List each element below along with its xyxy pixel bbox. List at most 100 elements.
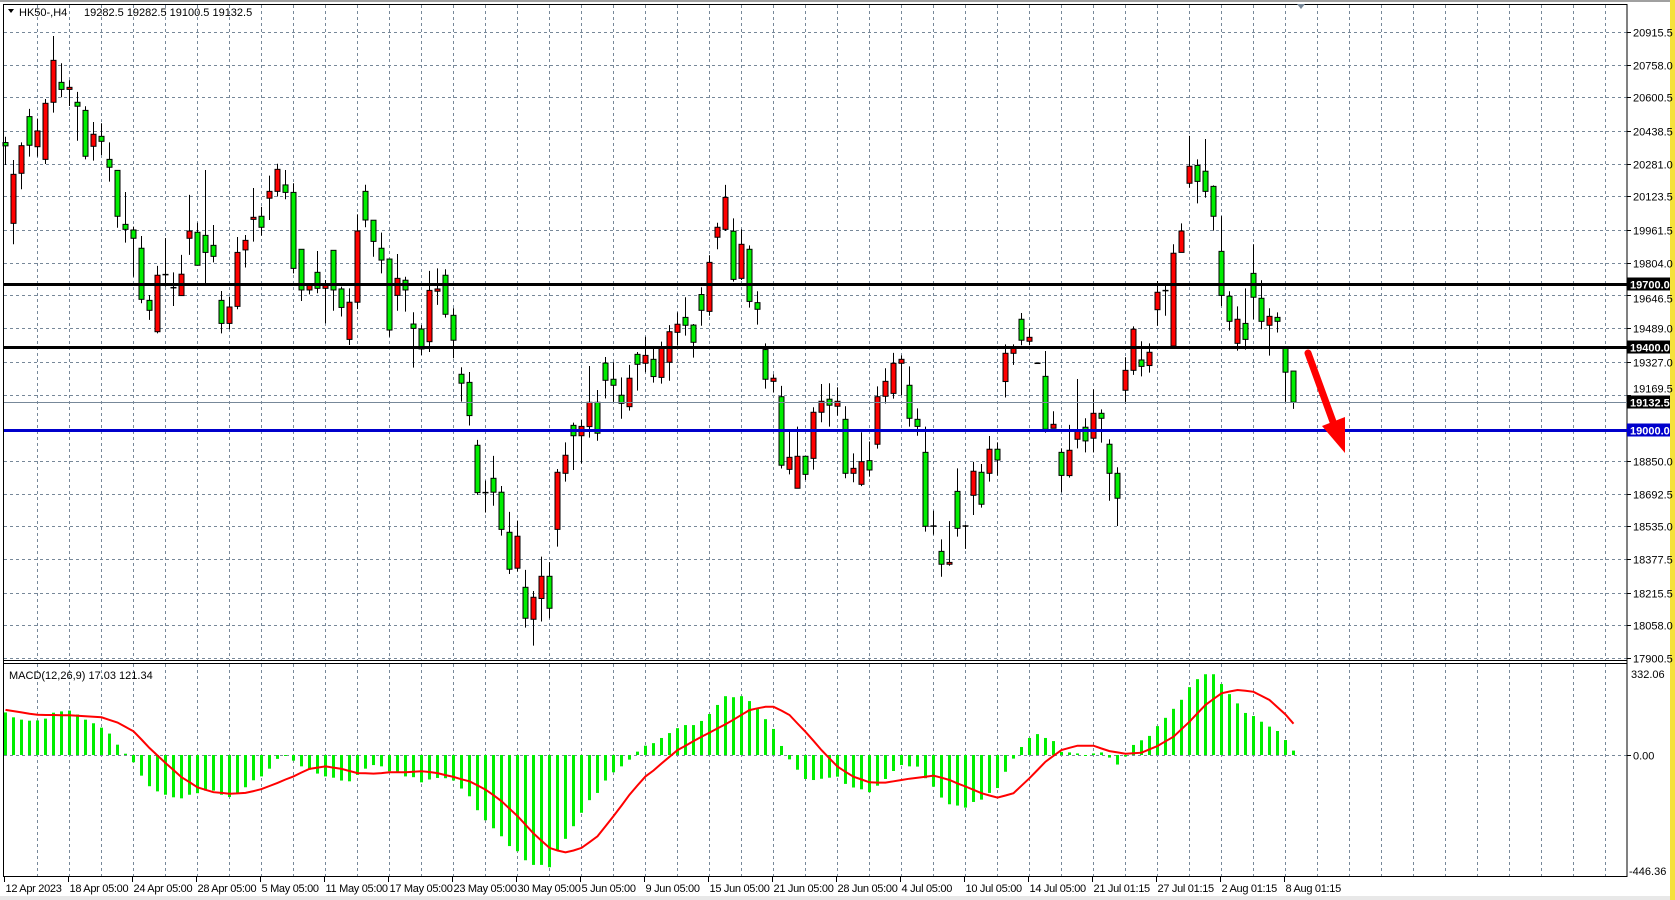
candle[interactable] bbox=[322, 280, 329, 324]
candle[interactable] bbox=[458, 367, 465, 402]
candle[interactable] bbox=[1290, 370, 1297, 409]
candle[interactable] bbox=[482, 480, 489, 513]
candle[interactable] bbox=[370, 219, 377, 257]
candle[interactable] bbox=[130, 226, 137, 277]
candle[interactable] bbox=[106, 142, 113, 182]
candle[interactable] bbox=[218, 291, 225, 334]
candle[interactable] bbox=[602, 357, 609, 399]
candle[interactable] bbox=[386, 258, 393, 337]
candle[interactable] bbox=[170, 272, 177, 306]
candle[interactable] bbox=[978, 463, 985, 508]
candle[interactable] bbox=[434, 268, 441, 305]
candle[interactable] bbox=[154, 265, 161, 334]
candle[interactable] bbox=[266, 175, 273, 221]
candle[interactable] bbox=[986, 435, 993, 482]
candle[interactable] bbox=[42, 98, 49, 164]
candle[interactable] bbox=[250, 188, 257, 242]
trend-arrow[interactable] bbox=[1304, 349, 1345, 453]
candle[interactable] bbox=[522, 569, 529, 628]
candle[interactable] bbox=[282, 169, 289, 200]
candle[interactable] bbox=[1282, 346, 1289, 402]
candle[interactable] bbox=[690, 324, 697, 358]
candle[interactable] bbox=[18, 142, 25, 190]
chart-shift-marker[interactable] bbox=[1297, 4, 1305, 9]
candle[interactable] bbox=[490, 455, 497, 506]
candle[interactable] bbox=[666, 325, 673, 381]
candle[interactable] bbox=[730, 218, 737, 282]
candle[interactable] bbox=[794, 426, 801, 489]
candle[interactable] bbox=[1154, 281, 1161, 326]
candle[interactable] bbox=[906, 366, 913, 427]
candle[interactable] bbox=[50, 36, 57, 113]
candle[interactable] bbox=[1218, 216, 1225, 306]
candle[interactable] bbox=[1090, 389, 1097, 453]
candle[interactable] bbox=[1186, 135, 1193, 188]
candle[interactable] bbox=[714, 222, 721, 250]
candle[interactable] bbox=[674, 312, 681, 346]
candle[interactable] bbox=[1210, 185, 1217, 231]
candle[interactable] bbox=[698, 287, 705, 326]
candle[interactable] bbox=[850, 453, 857, 483]
candle[interactable] bbox=[1074, 379, 1081, 449]
macd-pane[interactable] bbox=[4, 674, 1295, 868]
candle[interactable] bbox=[10, 160, 17, 245]
candle[interactable] bbox=[642, 336, 649, 373]
candle[interactable] bbox=[114, 169, 121, 228]
candle[interactable] bbox=[1082, 418, 1089, 453]
candle[interactable] bbox=[34, 118, 41, 157]
candle[interactable] bbox=[1058, 448, 1065, 493]
candle[interactable] bbox=[90, 122, 97, 161]
candle[interactable] bbox=[1162, 284, 1169, 316]
candle[interactable] bbox=[402, 276, 409, 312]
candle[interactable] bbox=[682, 297, 689, 336]
candle[interactable] bbox=[178, 254, 185, 297]
candle[interactable] bbox=[1242, 288, 1249, 350]
price-levels[interactable]: 19700.0 19400.0 19132.5 19000.0 bbox=[4, 277, 1670, 438]
candle[interactable] bbox=[290, 183, 297, 274]
candle[interactable] bbox=[226, 296, 233, 330]
candle[interactable] bbox=[834, 387, 841, 416]
candle[interactable] bbox=[538, 556, 545, 622]
candle[interactable] bbox=[234, 237, 241, 310]
candle[interactable] bbox=[258, 206, 265, 236]
candle[interactable] bbox=[970, 461, 977, 516]
candle[interactable] bbox=[1258, 280, 1265, 330]
candle[interactable] bbox=[98, 123, 105, 156]
candle[interactable] bbox=[762, 343, 769, 389]
candle[interactable] bbox=[826, 383, 833, 427]
candle[interactable] bbox=[874, 386, 881, 449]
candle[interactable] bbox=[338, 286, 345, 317]
candle[interactable] bbox=[1178, 223, 1185, 253]
candle[interactable] bbox=[594, 390, 601, 441]
candle[interactable] bbox=[418, 325, 425, 355]
candle[interactable] bbox=[1018, 313, 1025, 346]
candle[interactable] bbox=[354, 214, 361, 310]
candle[interactable] bbox=[82, 106, 89, 160]
candle[interactable] bbox=[930, 510, 937, 535]
candle[interactable] bbox=[506, 511, 513, 575]
candle[interactable] bbox=[306, 284, 313, 295]
arrow-shaft[interactable] bbox=[1304, 349, 1340, 434]
candle[interactable] bbox=[1026, 328, 1033, 346]
candle[interactable] bbox=[786, 429, 793, 475]
candle[interactable] bbox=[1202, 139, 1209, 198]
candle[interactable] bbox=[530, 591, 537, 646]
candle[interactable] bbox=[858, 432, 865, 487]
candle[interactable] bbox=[1002, 344, 1009, 398]
candle[interactable] bbox=[754, 291, 761, 325]
triangle-down-icon[interactable] bbox=[8, 9, 14, 13]
candle[interactable] bbox=[514, 520, 521, 572]
candle[interactable] bbox=[898, 355, 905, 396]
candle[interactable] bbox=[554, 468, 561, 547]
candle[interactable] bbox=[922, 426, 929, 532]
candle[interactable] bbox=[378, 232, 385, 274]
candle[interactable] bbox=[890, 352, 897, 399]
candle[interactable] bbox=[842, 406, 849, 479]
candle[interactable] bbox=[578, 419, 585, 464]
candle[interactable] bbox=[810, 407, 817, 470]
candle[interactable] bbox=[1106, 439, 1113, 501]
candle[interactable] bbox=[586, 365, 593, 438]
candle[interactable] bbox=[450, 308, 457, 359]
candle[interactable] bbox=[746, 245, 753, 308]
candle[interactable] bbox=[1234, 306, 1241, 351]
